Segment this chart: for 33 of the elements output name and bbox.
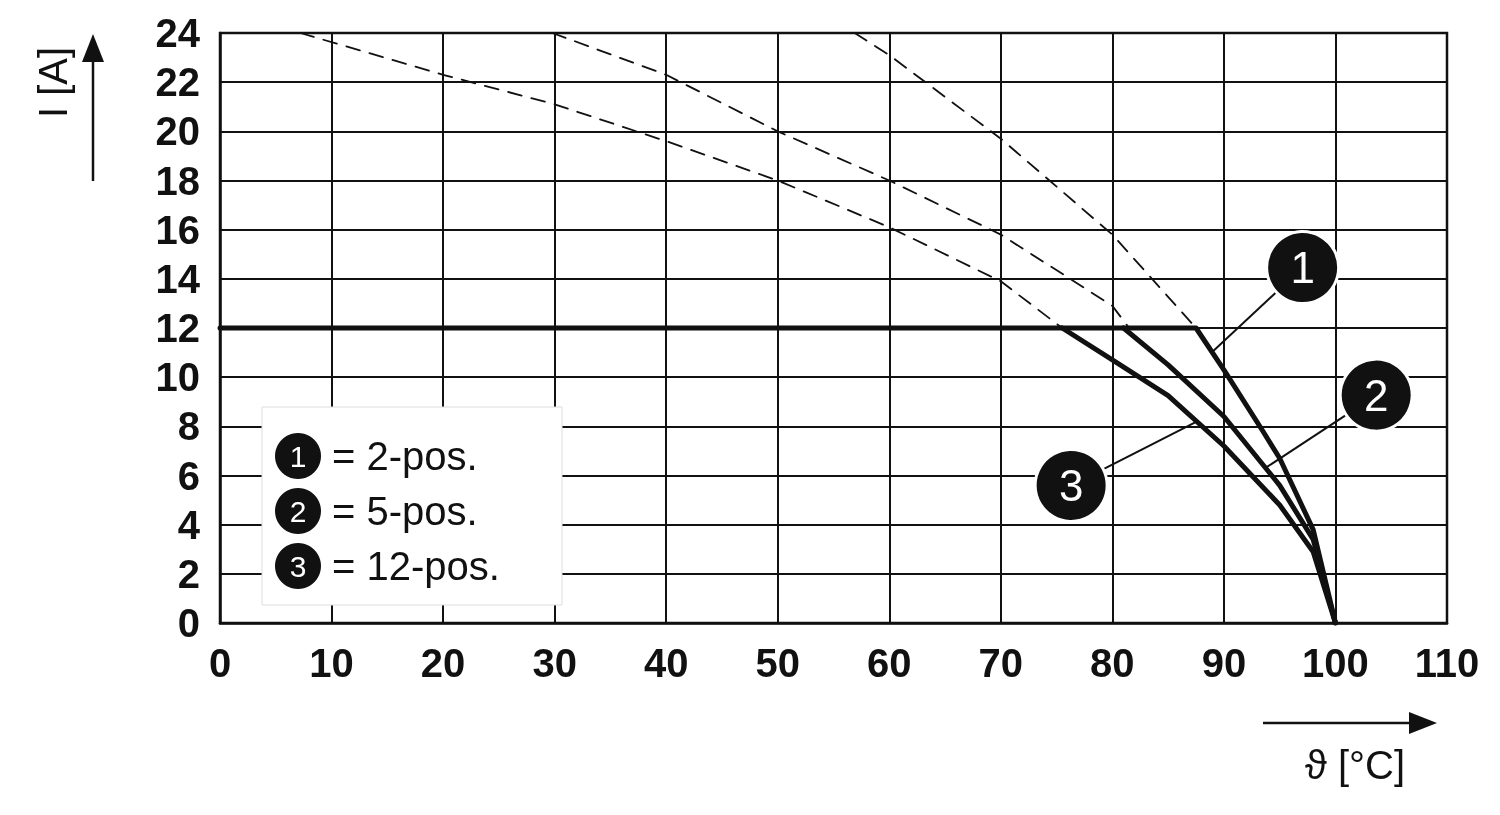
x-tick-label: 100 [1302, 641, 1369, 685]
x-tick-label: 10 [309, 641, 354, 685]
x-tick-label: 50 [755, 641, 800, 685]
y-tick-label: 4 [177, 502, 201, 547]
y-tick-label: 18 [155, 158, 200, 203]
x-tick-label: 40 [643, 641, 689, 685]
annotation: 2 [1363, 370, 1389, 420]
y-axis-title: I [A] [31, 46, 75, 118]
y-tick-label: 6 [177, 453, 200, 498]
annotation: 3 = 12-pos. [289, 544, 500, 588]
y-tick-label: 16 [155, 207, 200, 252]
annotation: 3 [1058, 460, 1084, 510]
y-tick-label: 10 [155, 355, 200, 400]
y-tick-label: 20 [155, 109, 200, 154]
y-tick-label: 2 [177, 551, 200, 596]
x-tick-label: 60 [867, 641, 912, 685]
x-tick-label: 70 [978, 641, 1024, 685]
annotation: 2 = 5-pos. [289, 489, 478, 533]
x-tick-label: 110 [1414, 641, 1480, 685]
x-tick-label: 30 [532, 641, 577, 685]
annotation: 1 [1290, 243, 1315, 293]
x-tick-label: 90 [1201, 641, 1247, 685]
y-tick-label: 24 [155, 11, 201, 55]
x-tick-label: 20 [420, 641, 466, 685]
y-tick-label: 12 [155, 306, 200, 350]
y-tick-label: 22 [155, 60, 200, 105]
x-tick-label: 0 [208, 641, 232, 685]
y-tick-label: 8 [177, 404, 200, 449]
x-axis-title: ϑ [°C] [1305, 743, 1406, 787]
y-tick-label: 14 [155, 256, 201, 301]
annotation: 1 = 2-pos. [289, 434, 478, 478]
y-tick-label: 0 [177, 601, 200, 645]
x-tick-label: 80 [1090, 641, 1135, 685]
